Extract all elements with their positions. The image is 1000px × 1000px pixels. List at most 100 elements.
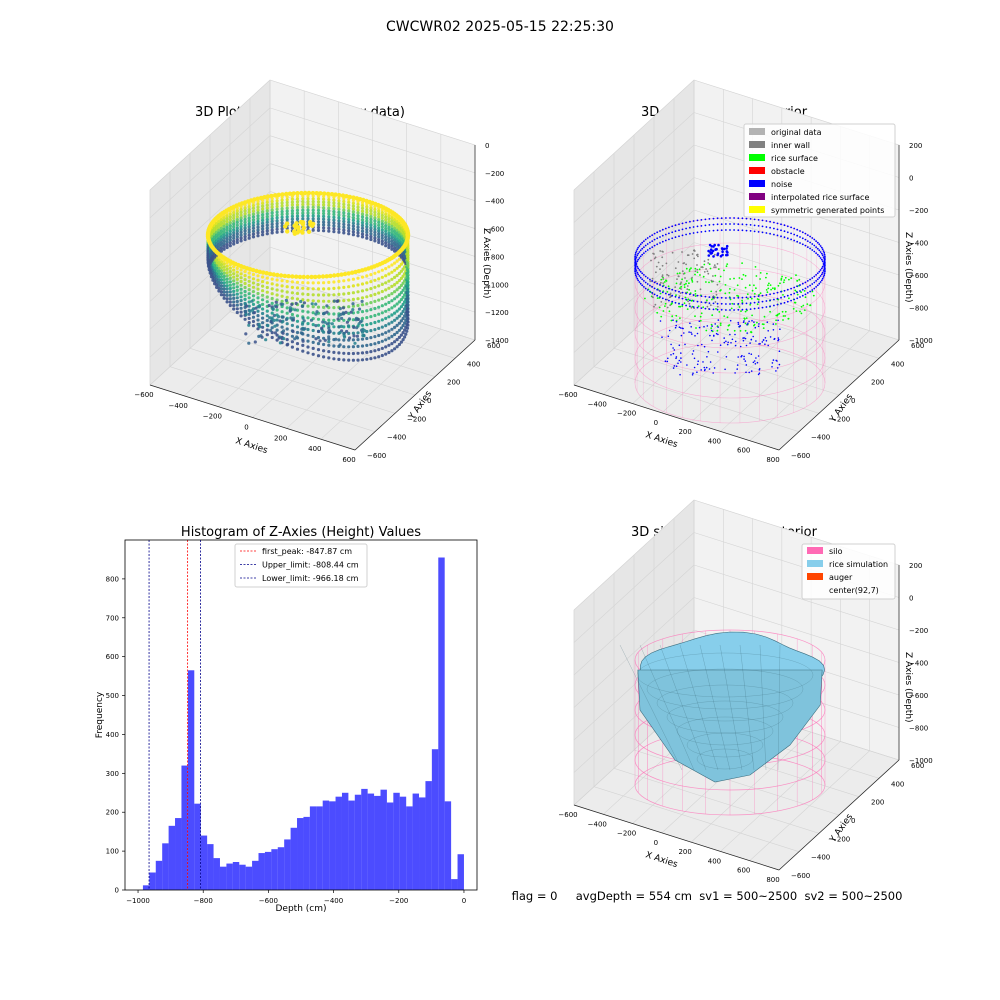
data-point [342,202,346,206]
z-tick-label: −400 [485,198,504,206]
inner-wall-point [662,278,665,280]
data-point [219,221,223,225]
data-point [356,225,360,229]
rice-surface-point [804,296,807,299]
noise-point [753,218,756,221]
noise-point [659,296,661,298]
rice-surface-point [667,285,670,288]
data-point [225,243,229,247]
noise-point [806,240,809,243]
data-point [347,311,351,315]
legend-swatch [807,560,823,567]
data-point [270,208,274,212]
rice-surface-point [665,280,668,282]
noise-point [694,335,696,337]
z-tick-label: −600 [909,692,928,700]
data-point [387,237,391,241]
inner-wall-point [703,260,706,263]
data-point [217,269,221,273]
noise-point [813,250,816,253]
data-point [285,290,289,294]
noise-point [634,257,637,260]
noise-point [659,290,661,292]
noise-point [700,369,702,371]
data-point [339,324,343,328]
data-point [327,218,331,222]
data-point [373,292,377,296]
data-point [393,340,397,344]
noise-point [651,286,654,288]
data-point [356,214,360,218]
noise-point [704,307,707,310]
data-point [295,208,300,212]
rice-surface-point [663,281,666,283]
data-point [406,310,410,314]
noise-point [729,333,731,336]
rice-surface-point [695,327,697,329]
data-point [328,273,333,279]
data-point [387,245,391,250]
rice-surface-point [699,319,702,322]
data-point [302,319,306,323]
data-point [347,351,351,356]
rice-surface-point [784,310,787,313]
noise-point [776,222,779,225]
noise-point [712,302,715,305]
data-point [384,241,388,245]
data-point [393,249,397,253]
data-point [380,346,384,350]
data-point [239,268,243,272]
rice-surface-point [708,281,710,284]
data-point [239,236,243,240]
noise-point [641,272,644,275]
noise-point [685,227,687,230]
data-point [288,308,292,312]
rice-surface-point [683,302,686,305]
rice-surface-point [719,322,722,325]
noise-point [668,299,670,302]
data-point [232,300,236,304]
noise-point [703,325,705,328]
silo-ring [634,342,826,424]
data-point [316,197,321,201]
noise-point [696,219,699,222]
noise-point [815,280,817,282]
z-tick-label: −400 [909,240,928,248]
data-point [369,273,373,277]
noise-point [704,295,707,298]
noise-point [651,292,654,294]
noise-point [704,301,707,304]
data-point [295,291,300,296]
data-point [384,212,388,216]
data-point [239,239,243,243]
data-point [251,281,256,285]
data-point [309,274,314,280]
data-point [332,221,336,225]
data-point [322,355,326,359]
data-point [293,308,297,312]
inner-wall-point [693,257,696,260]
noise-point [786,237,789,240]
noise-point [711,325,713,327]
inner-wall-point [655,271,657,274]
rice-surface-point [679,317,681,319]
rice-surface-point [686,308,689,310]
data-point [311,299,315,303]
data-point [403,314,407,318]
data-point [228,241,232,245]
y-tick-label: −400 [811,854,830,862]
noise-point [822,276,825,278]
data-point [347,229,351,233]
inner-wall-point [676,278,678,280]
data-point [316,217,321,221]
mesh-line [656,684,794,722]
noise-point [734,340,737,343]
data-point [261,204,265,208]
data-point [311,287,315,291]
noise-point [767,330,769,332]
data-point [405,248,410,252]
data-point [395,302,399,306]
noise-point [816,241,819,244]
noise-point [739,325,741,327]
data-point [284,317,289,322]
